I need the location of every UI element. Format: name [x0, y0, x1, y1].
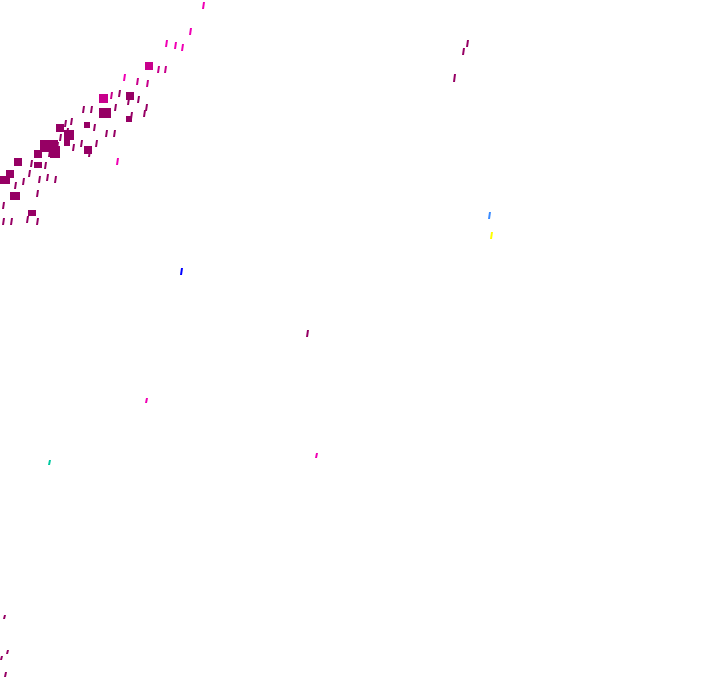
radar-echo: [146, 80, 149, 87]
radar-echo: [164, 66, 167, 73]
radar-echo-cell: [28, 210, 36, 216]
radar-echo: [116, 158, 119, 165]
radar-echo: [490, 232, 493, 239]
radar-echo: [36, 190, 39, 197]
radar-echo: [181, 44, 184, 51]
radar-echo: [105, 130, 108, 137]
radar-echo: [3, 615, 6, 619]
radar-echo-cell: [50, 146, 60, 158]
radar-echo: [30, 160, 33, 167]
radar-echo-cell: [6, 170, 14, 178]
radar-echo: [44, 162, 47, 169]
radar-echo: [70, 118, 73, 125]
radar-echo-cell: [64, 140, 70, 146]
radar-echo: [113, 130, 116, 137]
radar-echo-cell: [34, 150, 42, 158]
radar-echo: [80, 140, 83, 147]
radar-echo: [10, 218, 13, 225]
radar-echo: [145, 398, 148, 403]
radar-echo-cell: [0, 176, 10, 184]
radar-echo: [64, 120, 67, 127]
radar-echo-cell: [126, 116, 132, 122]
radar-echo-cell: [126, 92, 134, 100]
radar-echo: [143, 110, 146, 117]
radar-echo: [46, 174, 49, 181]
radar-echo: [48, 460, 51, 465]
radar-echo: [462, 48, 465, 55]
radar-echo-cell: [145, 62, 153, 70]
radar-echo: [0, 656, 3, 660]
radar-echo: [36, 218, 39, 225]
radar-echo: [453, 74, 456, 82]
radar-echo: [157, 66, 160, 73]
radar-echo: [2, 202, 5, 209]
radar-echo: [2, 218, 5, 225]
radar-echo-cell: [34, 162, 42, 168]
radar-echo: [466, 40, 469, 47]
radar-echo: [93, 124, 96, 131]
radar-echo: [95, 140, 98, 147]
radar-echo-cell: [14, 158, 22, 166]
radar-echo: [82, 106, 85, 113]
radar-echo: [4, 672, 7, 677]
radar-echo: [38, 176, 41, 183]
radar-echo-cell: [56, 124, 64, 132]
radar-echo: [145, 104, 148, 111]
radar-echo: [114, 104, 117, 111]
radar-echo: [26, 216, 29, 223]
radar-echo: [137, 96, 140, 103]
radar-echo-cell: [10, 192, 20, 200]
radar-echo: [488, 212, 491, 219]
radar-echo-cell: [99, 108, 111, 118]
radar-echo: [123, 74, 126, 81]
radar-echo: [28, 170, 31, 177]
radar-echo: [189, 28, 192, 35]
radar-echo: [110, 92, 113, 99]
radar-echo: [14, 182, 17, 189]
radar-echo: [6, 650, 9, 654]
radar-echo: [315, 453, 318, 458]
radar-echo-cell: [64, 130, 74, 140]
radar-echo-cell: [99, 94, 108, 103]
radar-echo: [118, 90, 121, 97]
radar-echo: [136, 78, 139, 85]
radar-echo: [165, 40, 168, 47]
radar-echo: [90, 106, 93, 113]
radar-echo: [306, 330, 309, 337]
radar-echo-cell: [84, 146, 92, 154]
radar-echo-cell: [84, 122, 90, 128]
radar-echo: [180, 268, 183, 275]
radar-echo: [202, 2, 205, 9]
radar-echo: [54, 176, 57, 183]
radar-echo: [22, 178, 25, 185]
radar-echo: [59, 134, 62, 141]
radar-echo: [72, 144, 75, 151]
radar-echo: [174, 42, 177, 49]
